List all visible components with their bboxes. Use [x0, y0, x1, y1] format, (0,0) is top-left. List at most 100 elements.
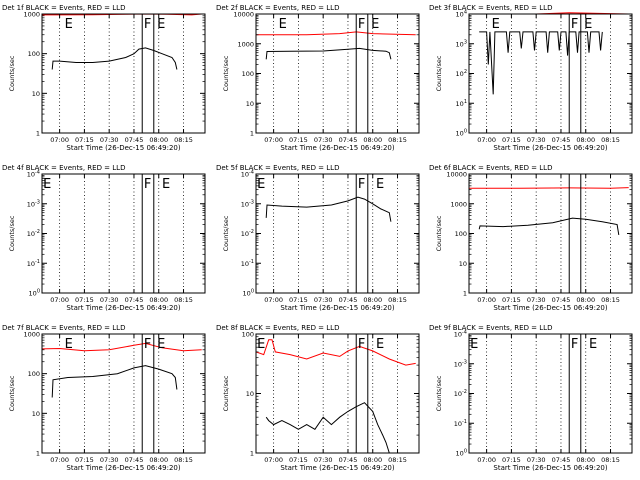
annotation-label: F — [571, 17, 578, 32]
panel-det-6: Det 6f BLACK = Events, RED = LLD 1 10 100 10… — [429, 164, 633, 312]
x-tick-label: 07:00 — [264, 456, 283, 464]
y-tick-label: 10-3 — [454, 359, 467, 368]
series-events — [265, 196, 392, 222]
y-axis-label: Counts/sec — [435, 55, 443, 91]
x-tick-label: 07:45 — [552, 456, 571, 464]
x-tick-label: 07:30 — [100, 456, 119, 464]
y-tick-label: 10 — [246, 100, 254, 108]
annotation-label: E — [584, 17, 592, 32]
panel-title: Det 9f BLACK = Events, RED = LLD — [429, 324, 552, 332]
plot-frame — [41, 173, 206, 294]
x-tick-label: 08:00 — [149, 136, 168, 144]
y-tick-label: 10-4 — [27, 170, 40, 179]
y-tick-label: 1000 — [23, 11, 40, 19]
y-tick-label: 100 — [242, 70, 254, 78]
series-events — [265, 47, 392, 60]
panel-det-8: Det 8f BLACK = Events, RED = LLD 1 10 100 07… — [216, 324, 420, 472]
y-tick-label: 10-3 — [241, 199, 254, 208]
panel-title: Det 8f BLACK = Events, RED = LLD — [216, 324, 339, 332]
x-tick-label: 07:00 — [477, 456, 496, 464]
y-tick-label: 10-2 — [454, 389, 467, 398]
y-tick-label: 104 — [456, 10, 467, 19]
panel-title: Det 7f BLACK = Events, RED = LLD — [2, 324, 125, 332]
y-tick-label: 100 — [456, 449, 467, 458]
panel-title: Det 4f BLACK = Events, RED = LLD — [2, 164, 125, 172]
annotation-label: E — [65, 17, 73, 32]
x-axis-label: Start Time (26-Dec-15 06:49:20) — [280, 304, 394, 312]
y-tick-label: 1000 — [237, 40, 254, 48]
x-axis-label: Start Time (26-Dec-15 06:49:20) — [493, 144, 607, 152]
y-tick-label: 100 — [455, 230, 467, 238]
y-tick-label: 100 — [242, 331, 254, 339]
y-tick-label: 1 — [250, 450, 254, 458]
y-tick-label: 1 — [463, 290, 467, 298]
x-tick-label: 07:30 — [100, 296, 119, 304]
x-tick-label: 07:30 — [314, 296, 333, 304]
x-tick-label: 07:30 — [527, 456, 546, 464]
x-tick-label: 08:00 — [149, 296, 168, 304]
annotation-label: E — [371, 17, 379, 32]
series-lld — [41, 342, 202, 352]
plot-frame — [255, 173, 420, 294]
y-tick-label: 10-1 — [454, 419, 467, 428]
y-tick-label: 10-4 — [241, 170, 254, 179]
x-tick-label: 07:00 — [50, 296, 69, 304]
x-axis-label: Start Time (26-Dec-15 06:49:20) — [493, 304, 607, 312]
x-tick-label: 08:00 — [149, 456, 168, 464]
y-axis-label: Counts/sec — [435, 215, 443, 251]
plot-frame — [41, 13, 206, 134]
x-tick-label: 08:00 — [576, 456, 595, 464]
y-tick-label: 10 — [246, 390, 254, 398]
plot-frame — [468, 173, 633, 294]
series-events — [51, 365, 178, 398]
x-axis-label: Start Time (26-Dec-15 06:49:20) — [66, 464, 180, 472]
x-axis-label: Start Time (26-Dec-15 06:49:20) — [280, 144, 394, 152]
series-events — [479, 31, 603, 95]
annotation-label: E — [157, 337, 165, 352]
y-axis-label: Counts/sec — [435, 375, 443, 411]
y-axis-label: Counts/sec — [222, 215, 230, 251]
series-events — [478, 217, 620, 235]
x-tick-label: 08:15 — [601, 456, 620, 464]
panel-det-1: Det 1f BLACK = Events, RED = LLD 1 10 100 10… — [2, 4, 206, 152]
y-tick-label: 10000 — [446, 171, 467, 179]
annotation-label: E — [65, 337, 73, 352]
plot-frame — [41, 333, 206, 454]
y-tick-label: 10 — [32, 90, 40, 98]
x-tick-label: 07:15 — [75, 456, 94, 464]
y-tick-label: 100 — [28, 50, 40, 58]
series-lld — [255, 339, 416, 366]
x-tick-label: 08:00 — [576, 296, 595, 304]
annotation-label: E — [376, 337, 384, 352]
y-axis-label: Counts/sec — [222, 55, 230, 91]
y-axis-label: Counts/sec — [222, 375, 230, 411]
annotation-label: E — [257, 177, 265, 192]
x-tick-label: 08:15 — [388, 296, 407, 304]
series-lld — [256, 31, 416, 36]
annotation-label: E — [257, 337, 265, 352]
y-axis-label: Counts/sec — [8, 55, 16, 91]
annotation-label: E — [162, 177, 170, 192]
annotation-label: E — [43, 177, 51, 192]
y-tick-label: 10-2 — [27, 229, 40, 238]
x-tick-label: 08:15 — [601, 296, 620, 304]
x-tick-label: 07:00 — [264, 296, 283, 304]
x-tick-label: 08:15 — [174, 136, 193, 144]
x-tick-label: 07:15 — [289, 136, 308, 144]
series-events — [51, 47, 178, 70]
x-tick-label: 07:30 — [527, 136, 546, 144]
x-tick-label: 07:15 — [289, 296, 308, 304]
y-tick-label: 10-4 — [454, 330, 467, 339]
x-tick-label: 07:15 — [75, 136, 94, 144]
y-tick-label: 1 — [36, 130, 40, 138]
panel-title: Det 3f BLACK = Events, RED = LLD — [429, 4, 552, 12]
annotation-label: F — [571, 337, 578, 352]
y-tick-label: 100 — [28, 370, 40, 378]
x-tick-label: 07:00 — [477, 296, 496, 304]
annotation-label: F — [358, 17, 365, 32]
series-lld — [469, 187, 629, 189]
x-tick-label: 08:00 — [576, 136, 595, 144]
annotation-label: E — [376, 177, 384, 192]
x-tick-label: 07:45 — [339, 456, 358, 464]
panel-det-2: Det 2f BLACK = Events, RED = LLD 1 10 100 10… — [216, 4, 420, 152]
